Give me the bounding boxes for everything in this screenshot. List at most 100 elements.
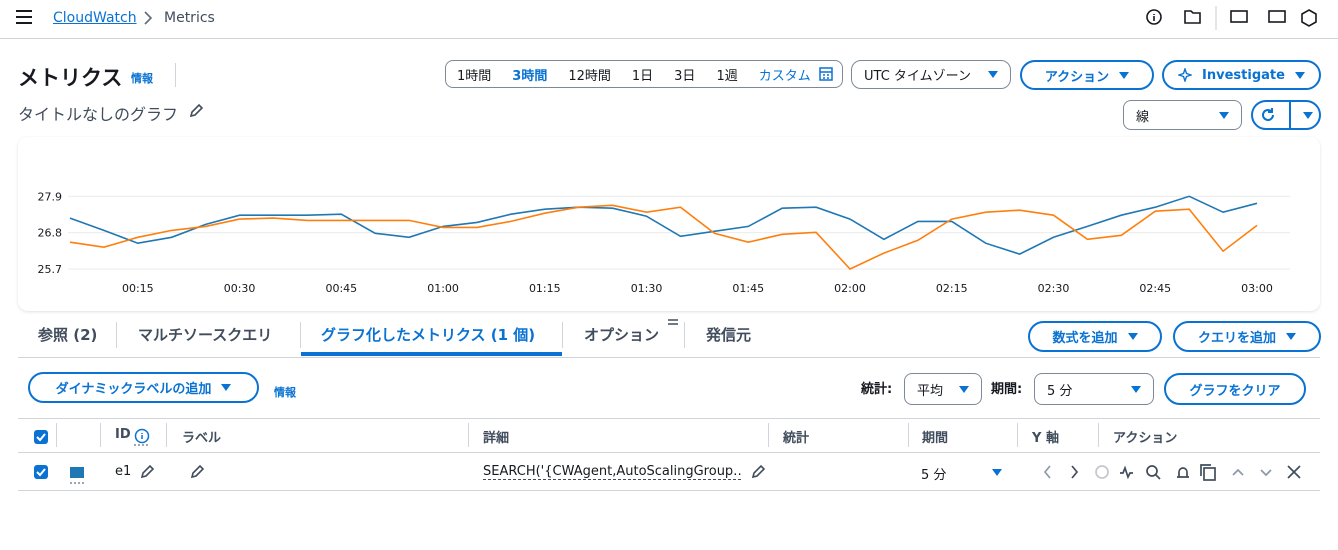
icon-part	[36, 468, 46, 477]
stat-text: 平均	[917, 383, 944, 399]
x-tick-label: 01:00	[427, 282, 459, 295]
time-range-option[interactable]: 12時間	[568, 68, 611, 84]
edit-icon[interactable]	[750, 464, 766, 480]
time-range-option[interactable]: 1時間	[457, 68, 492, 84]
caret	[1286, 333, 1296, 340]
add-math-button[interactable]: 数式を追加	[1028, 321, 1162, 352]
caret	[959, 385, 969, 393]
menu-icon[interactable]	[16, 10, 32, 24]
edit-icon[interactable]	[139, 464, 155, 480]
button-text: Investigate	[1202, 67, 1285, 83]
tab[interactable]: マルチソースクエリ	[138, 326, 273, 344]
column-header: Y 軸	[1032, 431, 1059, 446]
info-link[interactable]: 情報	[131, 72, 153, 85]
x-tick-label: 00:30	[224, 282, 256, 295]
icon-part	[134, 428, 150, 444]
x-tick-label: 01:15	[529, 282, 561, 295]
icon-part	[1043, 465, 1051, 479]
time-range-option[interactable]: カスタム	[758, 68, 811, 84]
divider	[0, 38, 1338, 39]
tab-active[interactable]: グラフ化したメトリクス (1 個)	[321, 326, 536, 344]
column-header: 統計	[783, 431, 810, 446]
divider	[18, 490, 1320, 491]
info-icon[interactable]	[133, 428, 151, 446]
button-text: 数式を追加	[1052, 331, 1118, 346]
column-separator	[908, 423, 909, 447]
tab[interactable]: 参照 (2)	[38, 326, 98, 344]
refresh-button[interactable]	[1251, 100, 1321, 130]
actions-button[interactable]: アクション	[1020, 60, 1154, 90]
column-separator	[1017, 423, 1018, 447]
period-caret[interactable]	[992, 469, 1002, 476]
x-tick-label: 01:30	[631, 282, 663, 295]
caret	[1127, 333, 1138, 340]
icon-part	[1232, 468, 1244, 476]
column-separator	[1098, 423, 1099, 447]
divider	[18, 357, 1320, 358]
icon-part	[1155, 474, 1161, 480]
breadcrumb-link[interactable]: CloudWatch	[53, 10, 137, 26]
column-separator	[468, 423, 469, 447]
tab[interactable]: 発信元	[706, 326, 752, 344]
icon-part	[1177, 467, 1189, 478]
x-tick-label: 00:15	[122, 282, 154, 295]
tab[interactable]: オプション	[584, 326, 660, 344]
divider	[1289, 100, 1291, 130]
x-tick-label: 02:15	[936, 282, 968, 295]
divider	[18, 418, 1320, 419]
investigate-button[interactable]: Investigate	[1162, 60, 1321, 90]
add-query-button[interactable]: クエリを追加	[1173, 321, 1321, 352]
series-line	[69, 195, 1258, 255]
time-range-option[interactable]: 1日	[631, 68, 654, 84]
icon-part	[36, 468, 46, 477]
chart-style-select[interactable]: 線	[1123, 100, 1242, 130]
edit-icon[interactable]	[189, 464, 205, 480]
color-swatch[interactable]	[68, 465, 86, 485]
top-icons[interactable]	[1140, 6, 1330, 30]
button-text: クエリを追加	[1197, 331, 1276, 346]
timezone-text: UTC タイムゾーン	[864, 69, 971, 84]
row-actions[interactable]	[1038, 462, 1308, 482]
graph-title: タイトルなしのグラフ	[18, 105, 179, 124]
caret	[988, 71, 998, 78]
icon-part	[1146, 9, 1162, 25]
calendar-icon[interactable]	[818, 67, 833, 81]
stat-select[interactable]: 平均	[904, 373, 982, 405]
tab-indicator	[301, 352, 562, 356]
icon-part	[1260, 469, 1272, 477]
stat-label: 統計:	[861, 382, 893, 397]
clear-graph-button[interactable]: グラフをクリア	[1164, 373, 1306, 405]
info-link[interactable]: 情報	[274, 386, 296, 399]
time-range-option[interactable]: 3日	[674, 68, 696, 84]
caret	[1303, 111, 1313, 119]
icon-part	[1071, 465, 1079, 479]
time-range-option[interactable]: 1週	[716, 68, 738, 84]
icon-part	[1146, 465, 1158, 477]
header-checkbox[interactable]	[34, 430, 48, 444]
divider	[562, 322, 563, 348]
icon-part	[1287, 465, 1301, 479]
x-tick-label: 00:45	[325, 282, 357, 295]
timezone-select[interactable]: UTC タイムゾーン	[851, 60, 1011, 89]
time-range-selector[interactable]: 1時間 3時間 12時間 1日 3日 1週 カスタム	[445, 60, 843, 88]
column-header: ID	[115, 427, 131, 442]
period-select[interactable]: 5 分	[1034, 373, 1154, 405]
time-range-option[interactable]: 3時間	[512, 68, 548, 84]
column-separator	[166, 423, 167, 447]
dynamic-label-button[interactable]: ダイナミックラベルの追加	[28, 372, 259, 403]
icon-part	[70, 467, 84, 478]
caret	[1131, 385, 1141, 393]
icon-part	[36, 433, 46, 442]
divider	[684, 322, 685, 348]
icon-part	[1301, 9, 1317, 27]
row-checkbox[interactable]	[34, 465, 48, 479]
x-tick-label: 02:00	[834, 282, 866, 295]
column-separator	[56, 423, 57, 447]
edit-icon[interactable]	[188, 103, 204, 119]
divider	[18, 452, 1320, 453]
button-text: アクション	[1044, 69, 1110, 85]
row-id: e1	[115, 464, 132, 479]
x-tick-label: 01:45	[732, 282, 764, 295]
row-detail[interactable]: SEARCH('{CWAgent,AutoScalingGroup…	[483, 464, 741, 480]
